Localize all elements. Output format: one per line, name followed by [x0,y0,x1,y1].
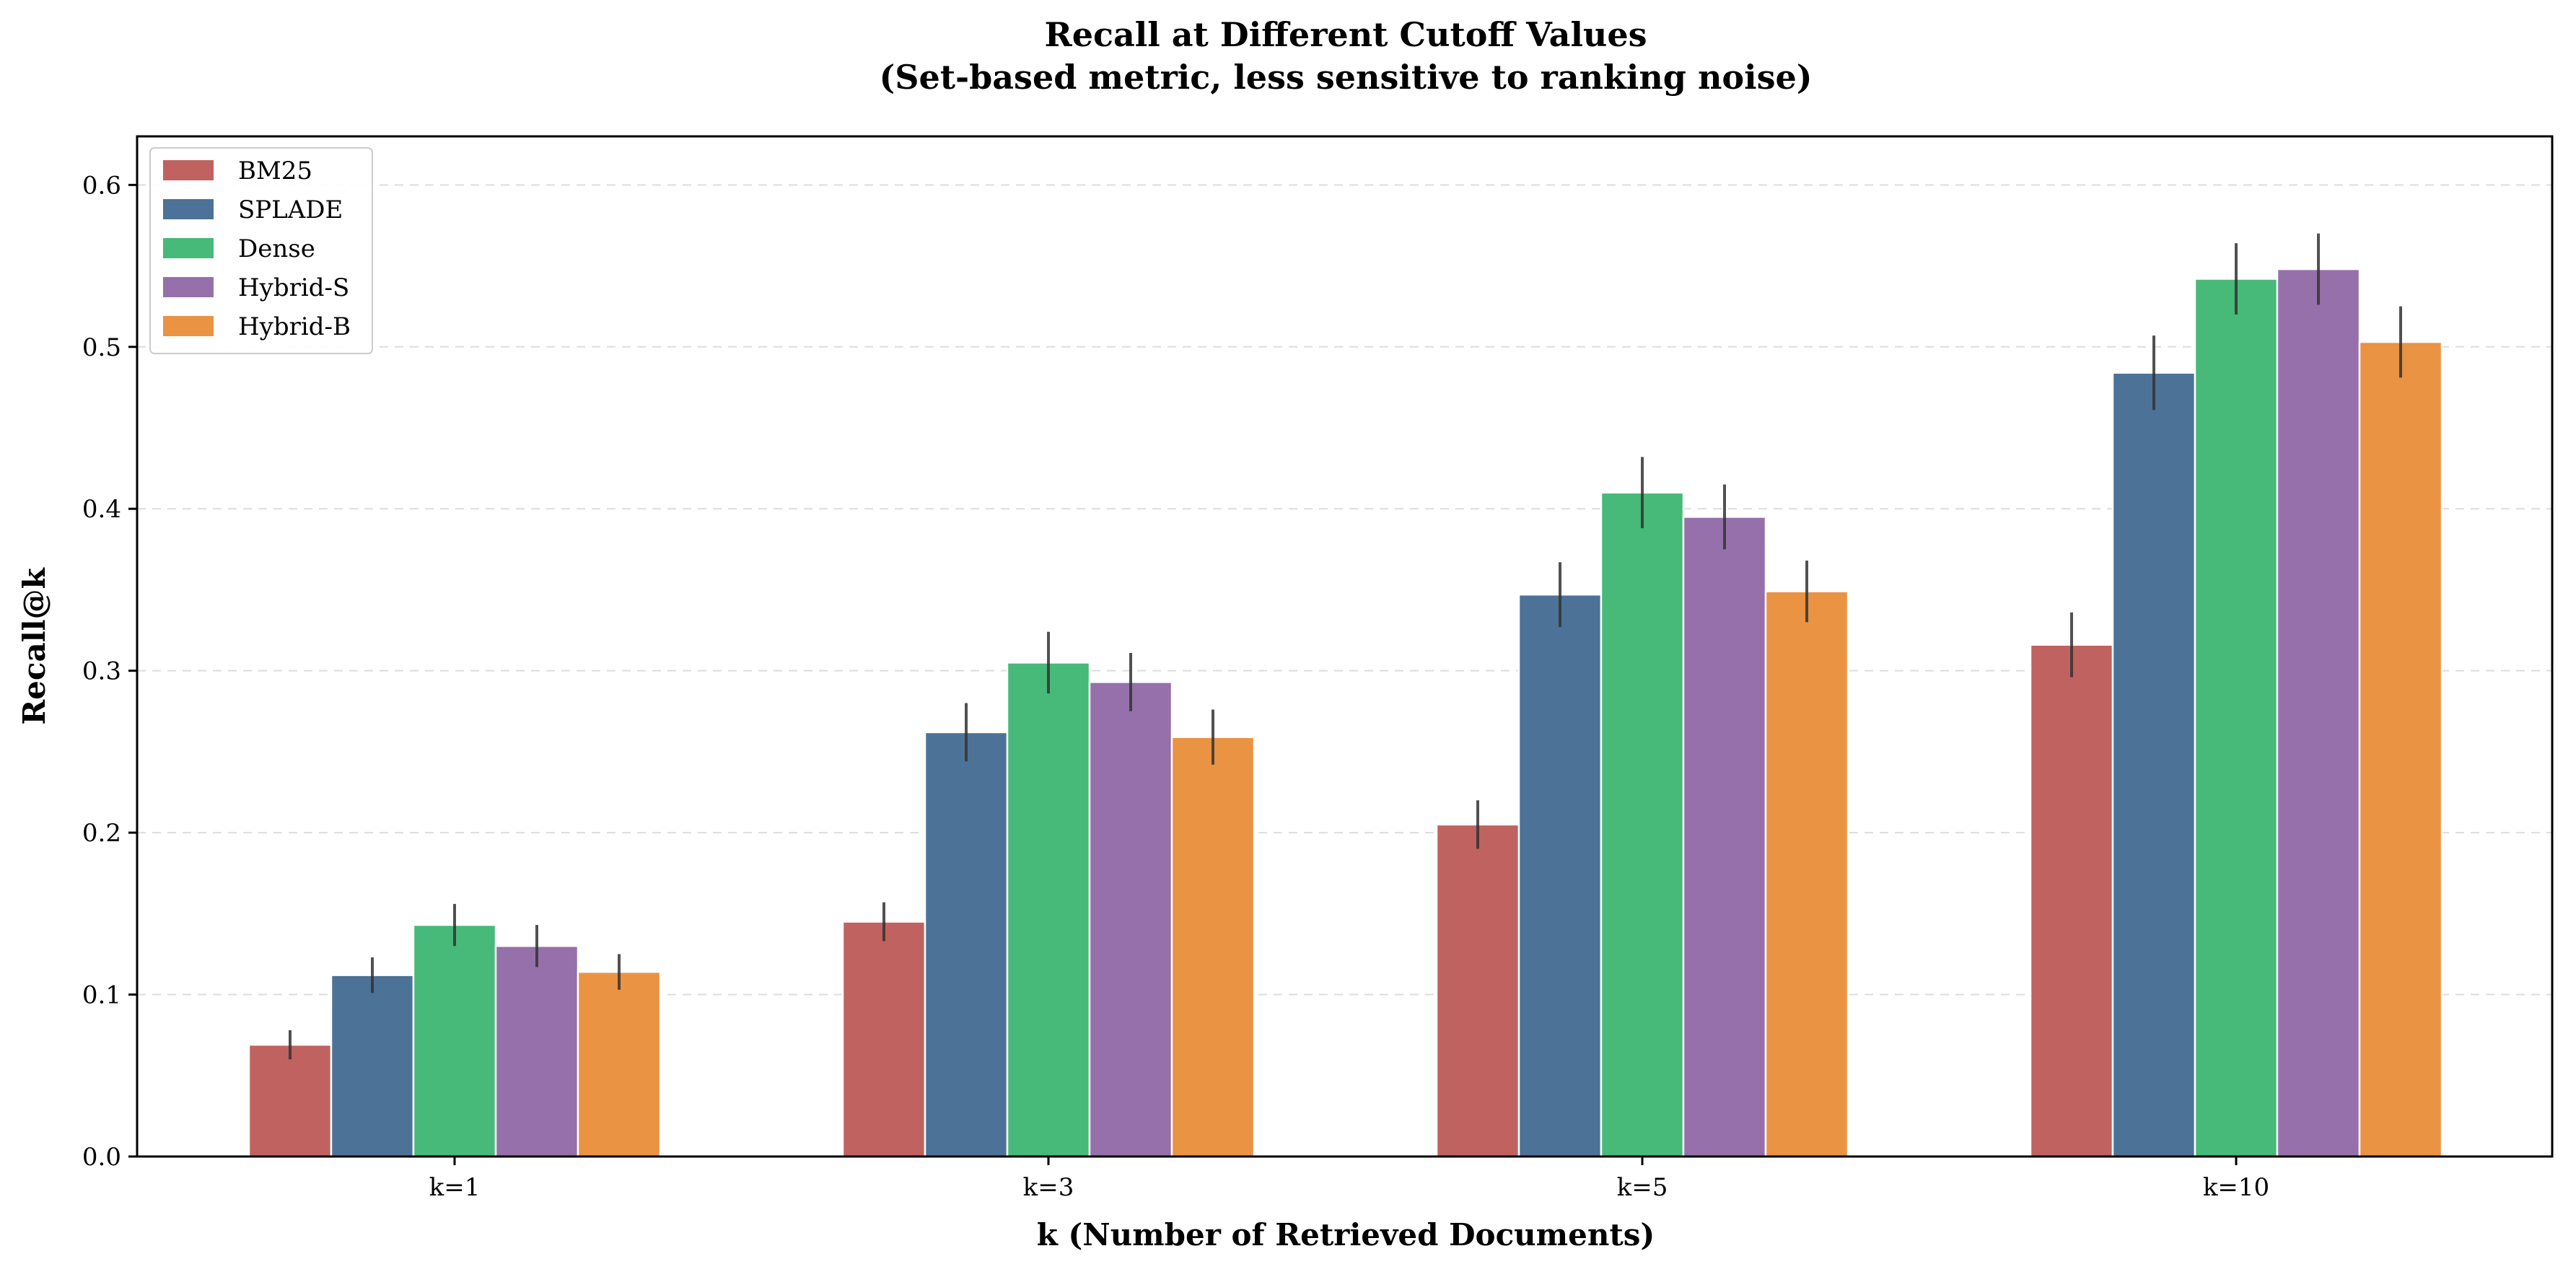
y-tick-label: 0.5 [82,333,121,362]
bar-hybrid-b-k-10 [2358,341,2443,1158]
x-axis-label: k (Number of Retrieved Documents) [1037,1217,1655,1252]
x-axis-ticks: k=1 k=3 k=5 k=10 [429,1157,2269,1202]
legend-label-hybrid-b: Hybrid-B [238,312,351,341]
legend-label-splade: SPLADE [238,196,343,224]
plot-area-frame [136,135,2554,1158]
y-tick-label: 0.0 [82,1143,121,1172]
bar-hybrid-s-k-10 [2276,268,2361,1158]
y-tick-label: 0.1 [82,981,121,1010]
bar-bm25-k-10 [2029,644,2114,1158]
bar-bm25-k-3 [841,921,926,1158]
bar-hybrid-s-k-5 [1682,516,1767,1158]
legend-swatch-hybrid-s [163,277,214,297]
bar-dense-k-3 [1006,662,1091,1158]
legend-swatch-bm25 [163,160,214,180]
bar-hybrid-s-k-1 [494,944,579,1158]
bar-dense-k-1 [412,923,497,1158]
bar-splade-k-1 [330,974,415,1158]
x-tick-label-k-10: k=10 [2203,1173,2269,1202]
legend-swatch-hybrid-b [163,316,214,336]
y-tick-label: 0.3 [82,657,121,686]
bar-splade-k-10 [2111,372,2196,1158]
y-tick-label: 0.2 [82,819,121,848]
x-tick-label-k-5: k=5 [1617,1173,1668,1202]
bar-dense-k-10 [2194,278,2279,1158]
legend-label-bm25: BM25 [238,157,312,185]
bar-hybrid-b-k-1 [577,970,662,1158]
bars [247,268,2443,1158]
bar-bm25-k-5 [1435,823,1520,1158]
y-tick-label: 0.6 [82,171,121,200]
x-tick-label-k-1: k=1 [429,1173,481,1202]
chart-subtitle: (Set-based metric, less sensitive to ran… [879,58,1812,97]
legend-label-dense: Dense [238,234,315,263]
x-tick-label-k-3: k=3 [1023,1173,1074,1202]
legend-label-hybrid-s: Hybrid-S [238,273,349,302]
bar-splade-k-5 [1517,593,1603,1158]
bar-hybrid-b-k-5 [1764,590,1849,1158]
bar-splade-k-3 [924,731,1009,1158]
legend: BM25 SPLADE Dense Hybrid-S Hybrid-B [149,147,373,354]
bar-hybrid-s-k-3 [1088,681,1173,1158]
legend-swatch-splade [163,199,214,219]
y-axis-ticks: 0.0 0.1 0.2 0.3 0.4 0.5 0.6 [82,171,137,1172]
bar-hybrid-b-k-3 [1170,736,1256,1158]
y-axis-label: Recall@k [17,567,52,724]
y-tick-label: 0.4 [82,495,121,524]
chart-title: Recall at Different Cutoff Values [1044,15,1647,54]
bar-dense-k-5 [1600,491,1685,1158]
error-bars [289,233,2402,1060]
legend-swatch-dense [163,238,214,258]
bar-bm25-k-1 [247,1043,333,1158]
legend-items: BM25 SPLADE Dense Hybrid-S Hybrid-B [163,157,351,341]
